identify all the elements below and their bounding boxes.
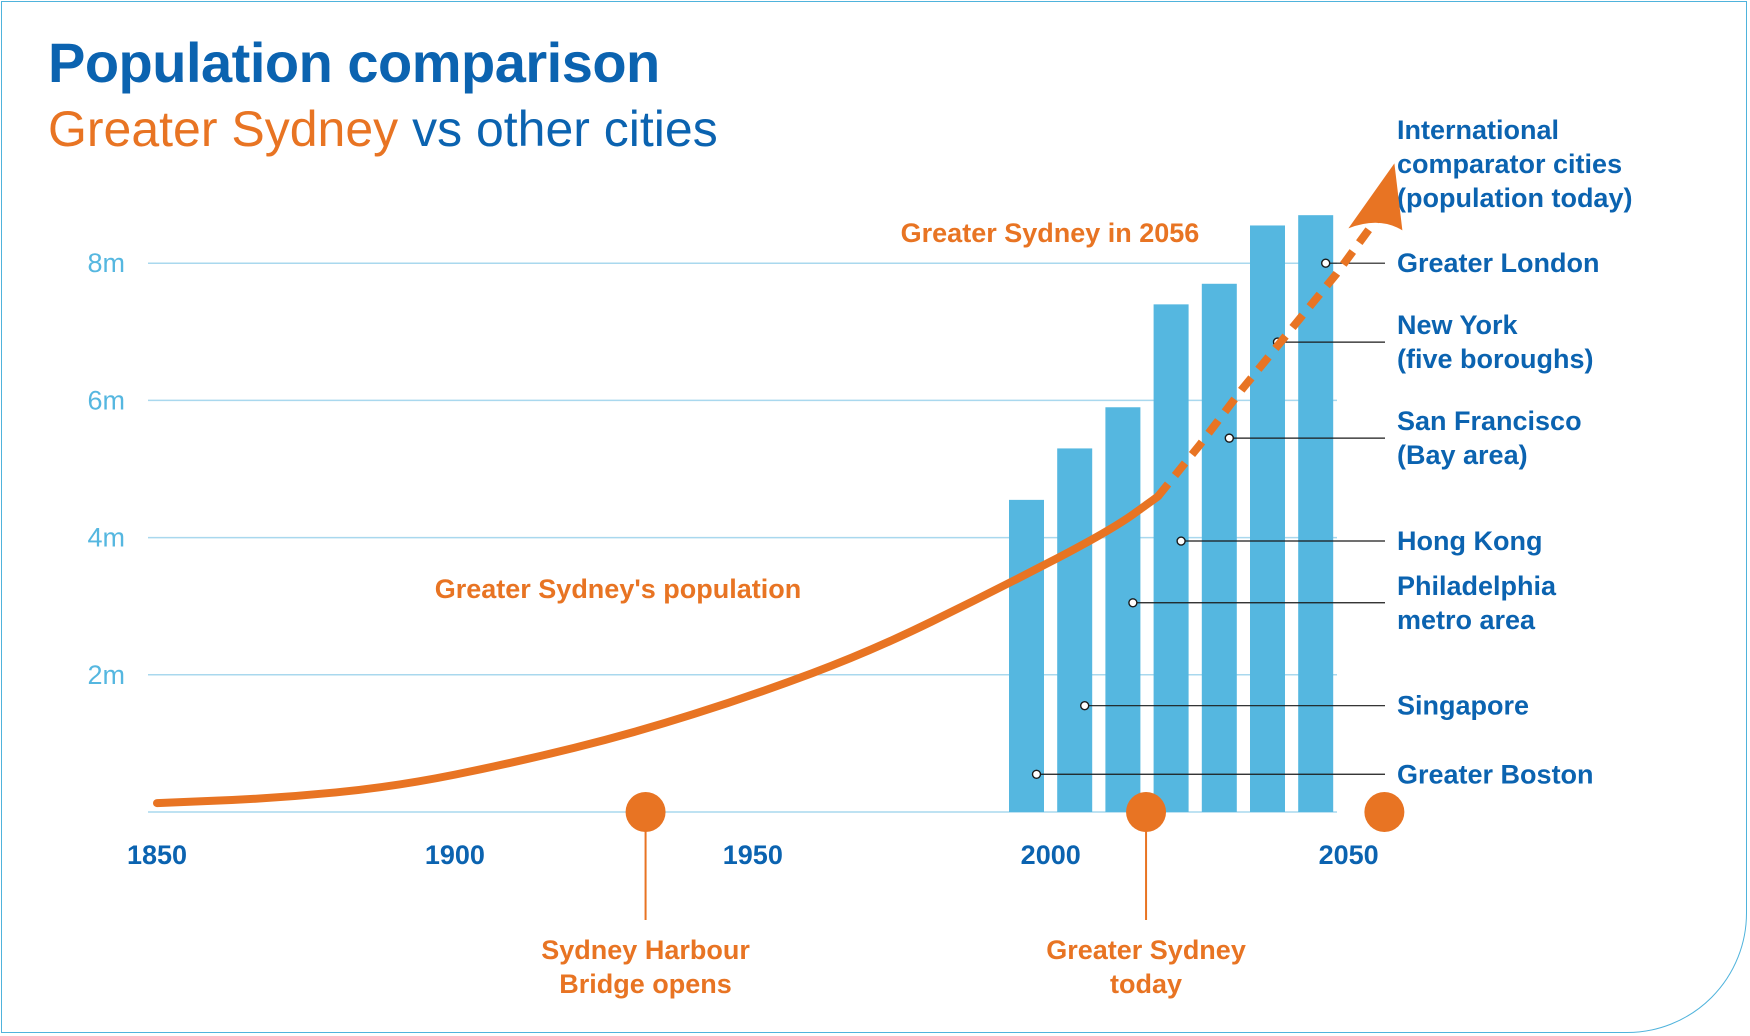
city-label: Philadelphia	[1397, 571, 1557, 601]
subtitle-highlight: Greater Sydney	[48, 101, 399, 157]
annotation-dot	[1364, 792, 1405, 832]
annotation-label: Bridge opens	[559, 969, 732, 999]
y-tick-label: 4m	[87, 523, 125, 553]
x-tick-label: 2050	[1319, 840, 1379, 870]
city-bar	[1153, 304, 1189, 812]
y-tick-label: 8m	[87, 248, 125, 278]
city-leader-dot	[1224, 433, 1235, 443]
city-bar	[1057, 448, 1093, 812]
city-leader-dot	[1320, 258, 1331, 268]
x-tick-label: 2000	[1021, 840, 1081, 870]
city-label: (Bay area)	[1397, 440, 1528, 470]
y-tick-label: 6m	[87, 385, 125, 415]
sydney-population-line	[153, 492, 1162, 808]
city-leader-dot	[1176, 536, 1186, 546]
city-label: Hong Kong	[1397, 526, 1542, 556]
city-label: Singapore	[1397, 691, 1529, 721]
city-leader-dot	[1079, 700, 1090, 711]
sydney-series-label: Greater Sydney's population	[435, 574, 802, 604]
city-label: Greater London	[1397, 248, 1600, 278]
legend-title: (population today)	[1397, 183, 1632, 213]
legend-title: comparator cities	[1397, 149, 1622, 179]
y-tick-label: 2m	[87, 660, 125, 690]
city-leader-dot	[1031, 769, 1042, 779]
city-bar	[1009, 499, 1044, 812]
city-label: (five boroughs)	[1397, 344, 1594, 374]
city-leader-dot	[1128, 598, 1138, 608]
city-label: San Francisco	[1397, 406, 1582, 436]
page-title: Population comparison	[48, 31, 660, 94]
legend-title: International	[1397, 115, 1559, 145]
city-label: metro area	[1397, 605, 1536, 635]
page-subtitle: Greater Sydney vs other cities	[48, 100, 718, 158]
city-bar	[1298, 215, 1334, 812]
city-bar	[1105, 407, 1141, 812]
subtitle-rest: vs other cities	[398, 101, 718, 157]
projection-arrow-head	[1348, 163, 1403, 231]
annotation-dot	[625, 792, 666, 832]
x-tick-label: 1900	[425, 840, 485, 870]
city-label: New York	[1397, 310, 1519, 340]
x-tick-label: 1850	[127, 840, 187, 870]
annotation-label: Greater Sydney	[1046, 935, 1246, 965]
city-bar	[1201, 283, 1237, 812]
annotation-label: today	[1110, 969, 1182, 999]
annotation-label: Sydney Harbour	[541, 935, 750, 965]
x-tick-label: 1950	[723, 840, 783, 870]
sydney-projection-line	[1154, 205, 1388, 499]
projection-label: Greater Sydney in 2056	[901, 218, 1200, 248]
city-label: Greater Boston	[1397, 759, 1594, 789]
annotation-dot	[1126, 792, 1167, 832]
city-bar	[1250, 225, 1285, 813]
